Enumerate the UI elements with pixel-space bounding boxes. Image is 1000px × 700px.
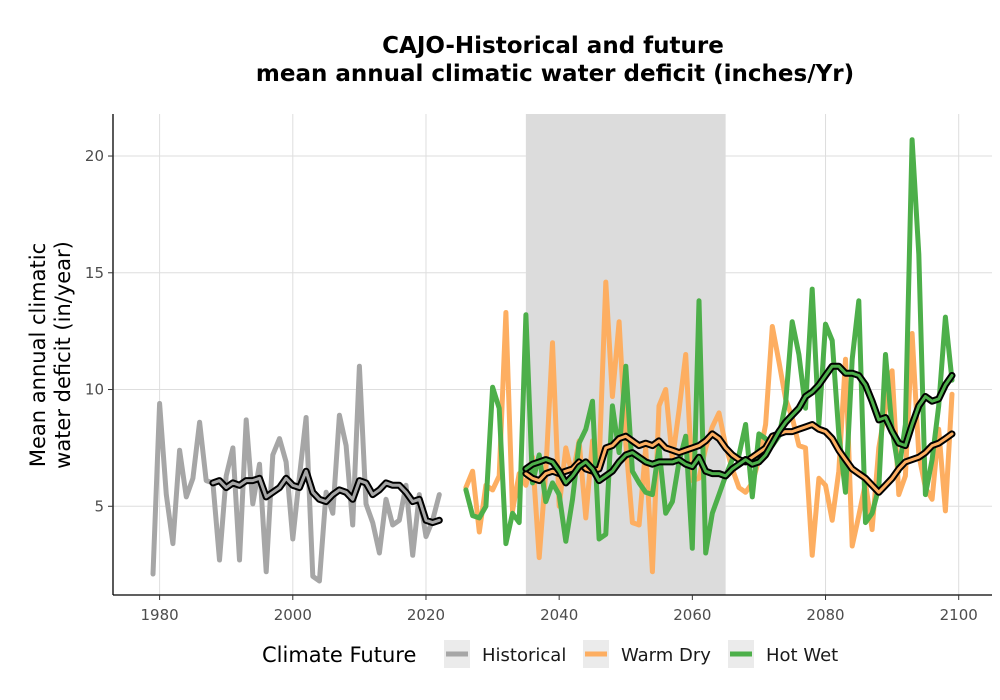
smooth-line-hot-wet <box>524 364 954 485</box>
y-axis-label-line2: water deficit (in/year) <box>51 241 75 469</box>
series-line-historical <box>150 363 442 584</box>
x-tick-label: 2100 <box>940 606 978 624</box>
x-tick-label: 1980 <box>141 606 179 624</box>
y-axis-label-line1: Mean annual climatic <box>26 243 50 467</box>
x-tick-label: 2040 <box>540 606 578 624</box>
legend-label-warm-dry: Warm Dry <box>621 645 711 666</box>
axes <box>112 114 992 596</box>
x-tick-label: 2000 <box>274 606 312 624</box>
x-tick-label: 2020 <box>407 606 445 624</box>
legend-label-hot-wet: Hot Wet <box>766 645 838 666</box>
x-tick-label: 2060 <box>673 606 711 624</box>
series-line-hot-wet <box>463 137 955 556</box>
x-tick-label: 2080 <box>806 606 844 624</box>
y-tick-label: 15 <box>85 264 104 282</box>
chart-title-line2: mean annual climatic water deficit (inch… <box>256 61 854 87</box>
y-tick-label: 20 <box>85 147 104 165</box>
series-layer <box>150 137 956 584</box>
smooth-line-historical <box>211 469 441 525</box>
legend-label-historical: Historical <box>482 645 566 666</box>
y-tick-label: 5 <box>94 497 104 515</box>
y-tick-label: 10 <box>85 381 104 399</box>
legend-title: Climate Future <box>262 643 416 667</box>
tick-labels: 1980 2000 2020 2040 2060 2080 2100 5 10 15 20 <box>85 147 978 624</box>
legend: Climate Future Historical Warm Dry Hot W… <box>262 640 838 668</box>
chart-title-line1: CAJO-Historical and future <box>382 33 724 59</box>
